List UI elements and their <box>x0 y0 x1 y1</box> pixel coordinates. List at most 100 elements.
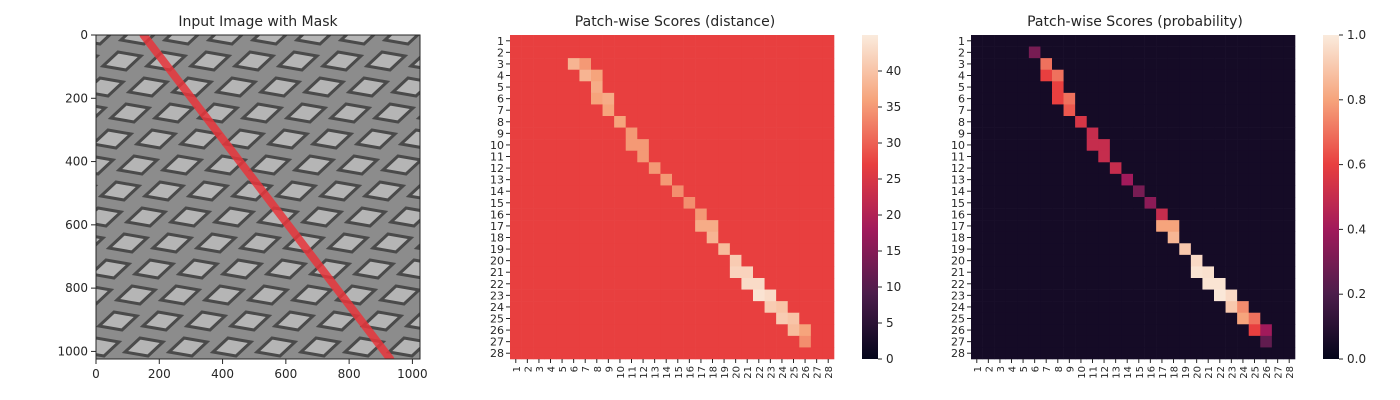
x-tick-label: 17 <box>697 366 708 379</box>
heatmap-cell <box>741 185 754 198</box>
mesh-cell <box>451 312 489 330</box>
heatmap-cell <box>1260 185 1273 198</box>
heatmap-cell <box>1040 162 1053 175</box>
x-tick-label: 9 <box>1065 366 1076 372</box>
heatmap-cell <box>591 139 603 152</box>
mesh-cell <box>97 180 143 202</box>
x-tick-label: 2 <box>984 366 995 372</box>
heatmap-cell <box>1260 92 1273 105</box>
heatmap-cell <box>776 301 789 314</box>
heatmap-cell <box>1179 46 1192 59</box>
heatmap-cell <box>1214 289 1226 302</box>
heatmap-cell <box>971 312 983 325</box>
heatmap-cell <box>695 185 708 198</box>
heatmap-cell <box>1005 278 1018 290</box>
x-tick-label: 10 <box>1077 366 1088 379</box>
heatmap-cell <box>625 301 638 314</box>
heatmap-cell <box>810 58 823 71</box>
mesh-cell <box>353 128 399 150</box>
heatmap-cell <box>1271 92 1284 105</box>
heatmap-cell <box>1237 208 1250 221</box>
heatmap-cell <box>1109 312 1122 325</box>
y-tick-label: 3 <box>497 58 504 71</box>
heatmap-cell <box>544 35 557 47</box>
heatmap-cell <box>591 127 603 140</box>
heatmap-cell <box>1121 347 1134 360</box>
heatmap-cell <box>683 81 696 94</box>
heatmap-cell <box>1225 116 1238 128</box>
heatmap-cell <box>1098 231 1111 244</box>
heatmap-cell <box>741 46 754 59</box>
heatmap-cell <box>787 81 800 94</box>
heatmap-cell <box>787 301 800 314</box>
heatmap-cell <box>648 278 661 290</box>
heatmap-cell <box>1179 254 1192 267</box>
x-tick-label: 18 <box>709 366 720 379</box>
heatmap-cell <box>1225 231 1238 244</box>
heatmap-cell <box>706 150 719 163</box>
y-tick-label: 1 <box>958 35 965 48</box>
y-tick-label: 20 <box>490 255 504 268</box>
heatmap-cell <box>1202 35 1215 47</box>
heatmap-cell <box>695 335 708 348</box>
x-tick-label: 14 <box>662 366 673 379</box>
heatmap-cell <box>1109 173 1122 186</box>
x-tick-label: 27 <box>1274 366 1285 379</box>
x-tick-label: 24 <box>778 366 789 379</box>
heatmap-cell <box>1109 231 1122 244</box>
heatmap-cell <box>533 289 546 302</box>
heatmap-cell <box>1156 116 1169 128</box>
heatmap-cell <box>822 35 835 47</box>
y-tick-label: 14 <box>490 185 504 198</box>
heatmap-cell <box>1179 324 1192 337</box>
heatmap-cell <box>994 139 1007 152</box>
heatmap-cell <box>521 324 534 337</box>
heatmap-cell <box>971 347 983 360</box>
mesh-cell <box>209 336 255 358</box>
heatmap-cell <box>591 347 603 360</box>
heatmap-cell <box>1271 139 1284 152</box>
heatmap-cell <box>1144 220 1157 233</box>
heatmap-cell <box>741 58 754 71</box>
heatmap-cell <box>602 116 615 128</box>
heatmap-cell <box>982 139 995 152</box>
heatmap-cell <box>672 231 684 244</box>
heatmap-cell <box>1167 335 1180 348</box>
heatmap-cell <box>672 347 684 360</box>
heatmap-cell <box>753 92 765 105</box>
heatmap-cell <box>1283 312 1296 325</box>
heatmap-cell <box>648 150 661 163</box>
heatmap-cell <box>1190 58 1203 71</box>
heatmap-cell <box>1098 104 1111 117</box>
heatmap-cell <box>1202 266 1215 279</box>
heatmap-cell <box>533 266 546 279</box>
heatmap-cell <box>1167 231 1180 244</box>
panel-distance-heatmap: Patch-wise Scores (distance) 1 2 3 4 5 6 7 8 9 10… <box>490 14 901 379</box>
heatmap-cell <box>521 58 534 71</box>
x-tick-label: 27 <box>813 366 824 379</box>
heatmap-cell <box>672 243 684 256</box>
heatmap-cell <box>729 69 742 82</box>
heatmap-cell <box>625 197 638 209</box>
heatmap-cell <box>1121 104 1134 117</box>
heatmap-cell <box>1098 289 1111 302</box>
heatmap-cell <box>1190 208 1203 221</box>
heatmap-cell <box>1086 35 1099 47</box>
heatmap-cell <box>683 243 696 256</box>
mesh-cell <box>293 35 332 46</box>
heatmap-cell <box>994 116 1007 128</box>
heatmap-cell <box>971 324 983 337</box>
heatmap-cell <box>521 231 534 244</box>
heatmap-cell <box>776 139 789 152</box>
heatmap-cell <box>579 127 592 140</box>
heatmap-cell <box>1005 243 1018 256</box>
heatmap-cell <box>567 312 580 325</box>
heatmap-cell <box>1271 127 1284 140</box>
heatmap-cell <box>1248 335 1261 348</box>
x-tick-label: 26 <box>1262 366 1273 379</box>
x-tick-label: 1 <box>512 366 523 372</box>
heatmap-cell <box>982 266 995 279</box>
heatmap-cell <box>1156 35 1169 47</box>
heatmap-cell <box>994 173 1007 186</box>
heatmap-cell <box>521 197 534 209</box>
